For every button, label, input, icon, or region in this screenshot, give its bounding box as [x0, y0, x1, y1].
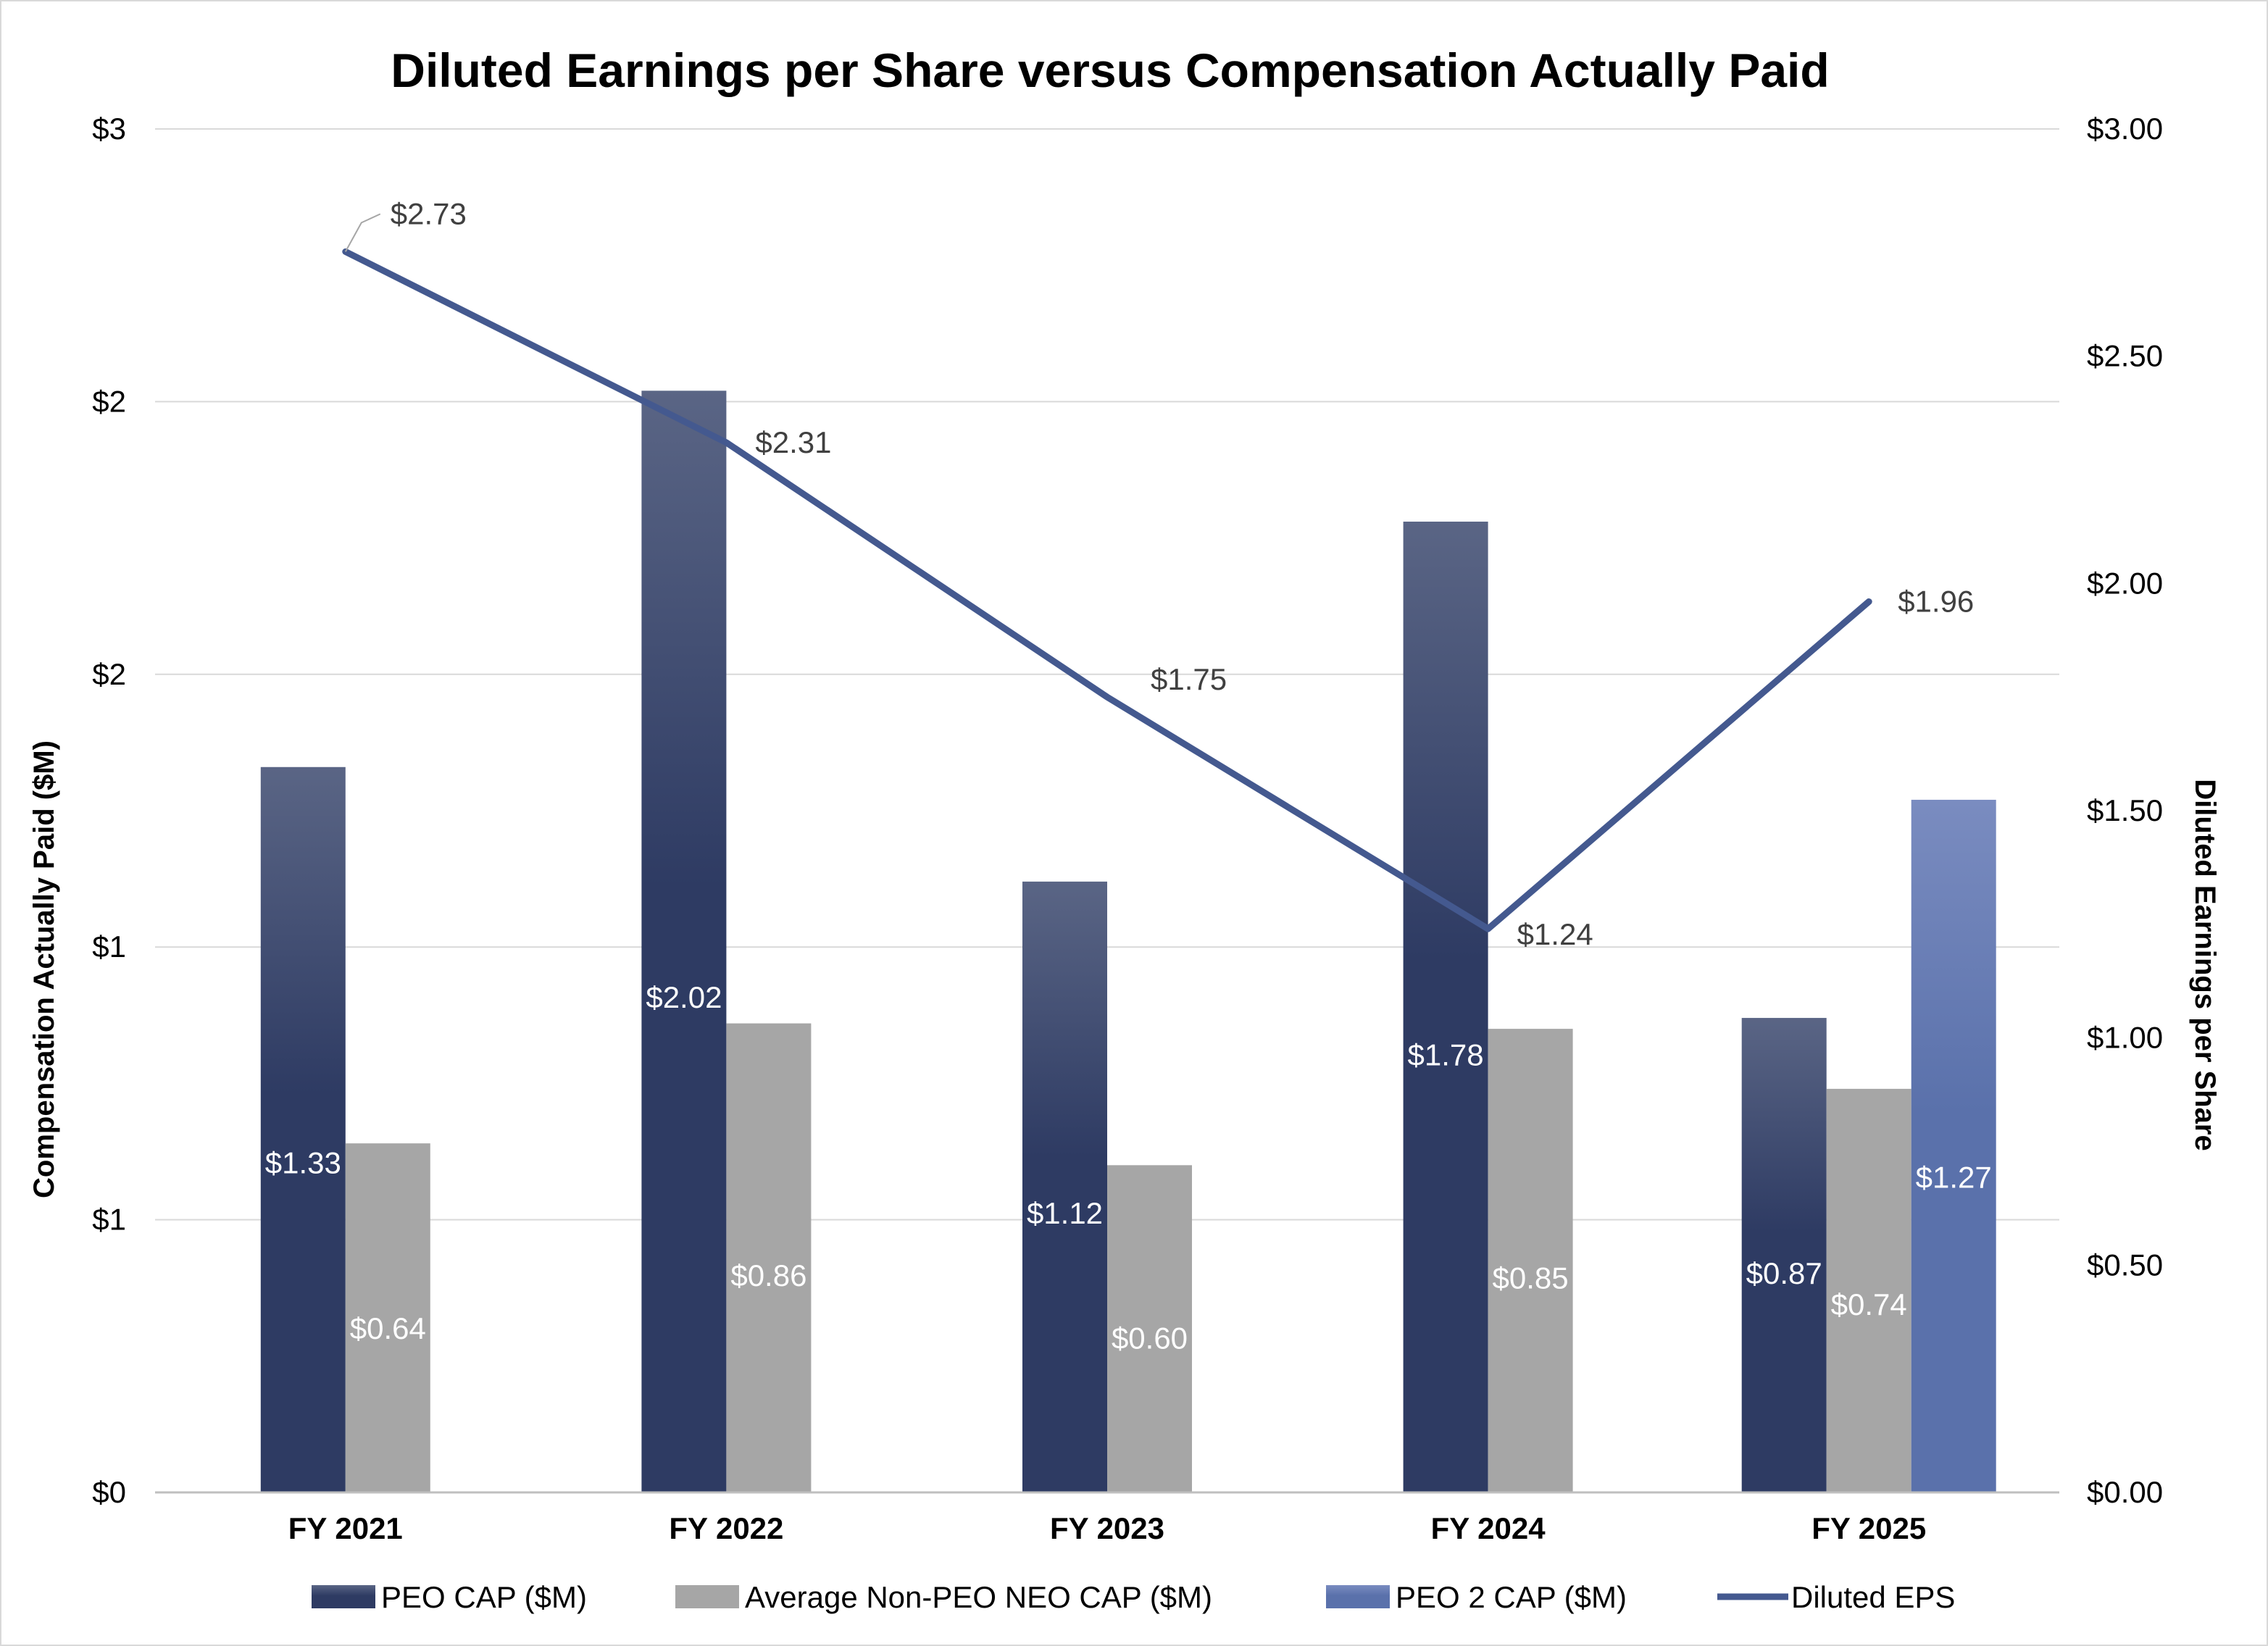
bar-data-label: $0.74 — [1831, 1287, 1907, 1321]
bar — [1826, 1088, 1911, 1492]
legend-label: Average Non-PEO NEO CAP ($M) — [745, 1580, 1212, 1614]
legend-item: Average Non-PEO NEO CAP ($M) — [675, 1580, 1212, 1614]
right-tick-label: $0.00 — [2087, 1475, 2163, 1509]
bar — [1022, 881, 1107, 1492]
bar — [1741, 1018, 1827, 1492]
bars: $1.33 $0.64 $2.02 $0.86 $1.12 $0.60 $1.78 $0.85… — [260, 390, 1996, 1492]
eps-series-line — [342, 248, 1872, 932]
chart-title: Diluted Earnings per Share versus Compen… — [391, 43, 1829, 97]
bar-data-label: $0.87 — [1746, 1256, 1822, 1290]
bar-data-label: $0.60 — [1112, 1321, 1188, 1355]
category-label: FY 2022 — [669, 1511, 783, 1545]
category-label: FY 2021 — [288, 1511, 403, 1545]
bar-data-label: $0.85 — [1493, 1261, 1569, 1295]
legend: PEO CAP ($M) Average Non-PEO NEO CAP ($M)… — [312, 1580, 1955, 1614]
eps-data-label: $1.24 — [1517, 917, 1593, 951]
eps-data-label: $1.96 — [1898, 584, 1974, 618]
legend-swatch — [312, 1585, 375, 1608]
bar-data-label: $1.12 — [1027, 1196, 1103, 1230]
eps-data-label: $2.31 — [755, 425, 831, 459]
bar-data-label: $1.27 — [1916, 1160, 1992, 1194]
bar — [260, 766, 346, 1492]
eps-line: $2.73 $2.31 $1.75 $1.24 $1.96 — [342, 196, 1974, 951]
left-tick-label: $3 — [92, 112, 126, 146]
left-tick-label: $1 — [92, 929, 126, 964]
category-label: FY 2024 — [1431, 1511, 1546, 1545]
left-tick-label: $2 — [92, 657, 126, 691]
bar — [726, 1023, 812, 1492]
right-tick-label: $2.00 — [2087, 566, 2163, 600]
bar — [641, 390, 727, 1492]
category-label: FY 2025 — [1812, 1511, 1926, 1545]
bar — [1403, 522, 1488, 1492]
bar-data-label: $0.64 — [350, 1311, 426, 1345]
bar-data-label: $1.78 — [1408, 1037, 1484, 1071]
eps-leader-line — [344, 213, 381, 252]
right-axis-title: Diluted Earnings per Share — [2189, 779, 2221, 1150]
eps-data-label: $1.75 — [1151, 662, 1227, 696]
category-label: FY 2023 — [1050, 1511, 1164, 1545]
bar-data-label: $2.02 — [646, 980, 722, 1014]
bar-data-label: $0.86 — [730, 1258, 806, 1292]
left-tick-label: $1 — [92, 1203, 126, 1237]
left-axis-title: Compensation Actually Paid ($M) — [28, 740, 60, 1198]
legend-swatch — [1326, 1585, 1390, 1608]
axes: $0 $1 $1 $2 $2 $3 $0.00 $0.50 $1.00 $1.50 $2.00 $2.… — [92, 112, 2163, 1545]
bar — [345, 1143, 430, 1492]
legend-swatch — [675, 1585, 739, 1608]
legend-item: PEO CAP ($M) — [312, 1580, 587, 1614]
right-tick-label: $1.00 — [2087, 1021, 2163, 1055]
legend-item: Diluted EPS — [1717, 1580, 1955, 1614]
bar-data-label: $1.33 — [265, 1145, 341, 1179]
bar — [1911, 799, 1996, 1492]
legend-label: Diluted EPS — [1791, 1580, 1955, 1614]
eps-data-label: $2.73 — [391, 196, 467, 230]
legend-item: PEO 2 CAP ($M) — [1326, 1580, 1627, 1614]
legend-label: PEO CAP ($M) — [381, 1580, 587, 1614]
left-tick-label: $0 — [92, 1475, 126, 1509]
bar — [1107, 1165, 1192, 1492]
right-tick-label: $0.50 — [2087, 1248, 2163, 1282]
right-tick-label: $2.50 — [2087, 339, 2163, 373]
left-tick-label: $2 — [92, 384, 126, 418]
legend-label: PEO 2 CAP ($M) — [1396, 1580, 1627, 1614]
right-tick-label: $3.00 — [2087, 112, 2163, 146]
right-tick-label: $1.50 — [2087, 793, 2163, 827]
bar — [1488, 1029, 1573, 1492]
